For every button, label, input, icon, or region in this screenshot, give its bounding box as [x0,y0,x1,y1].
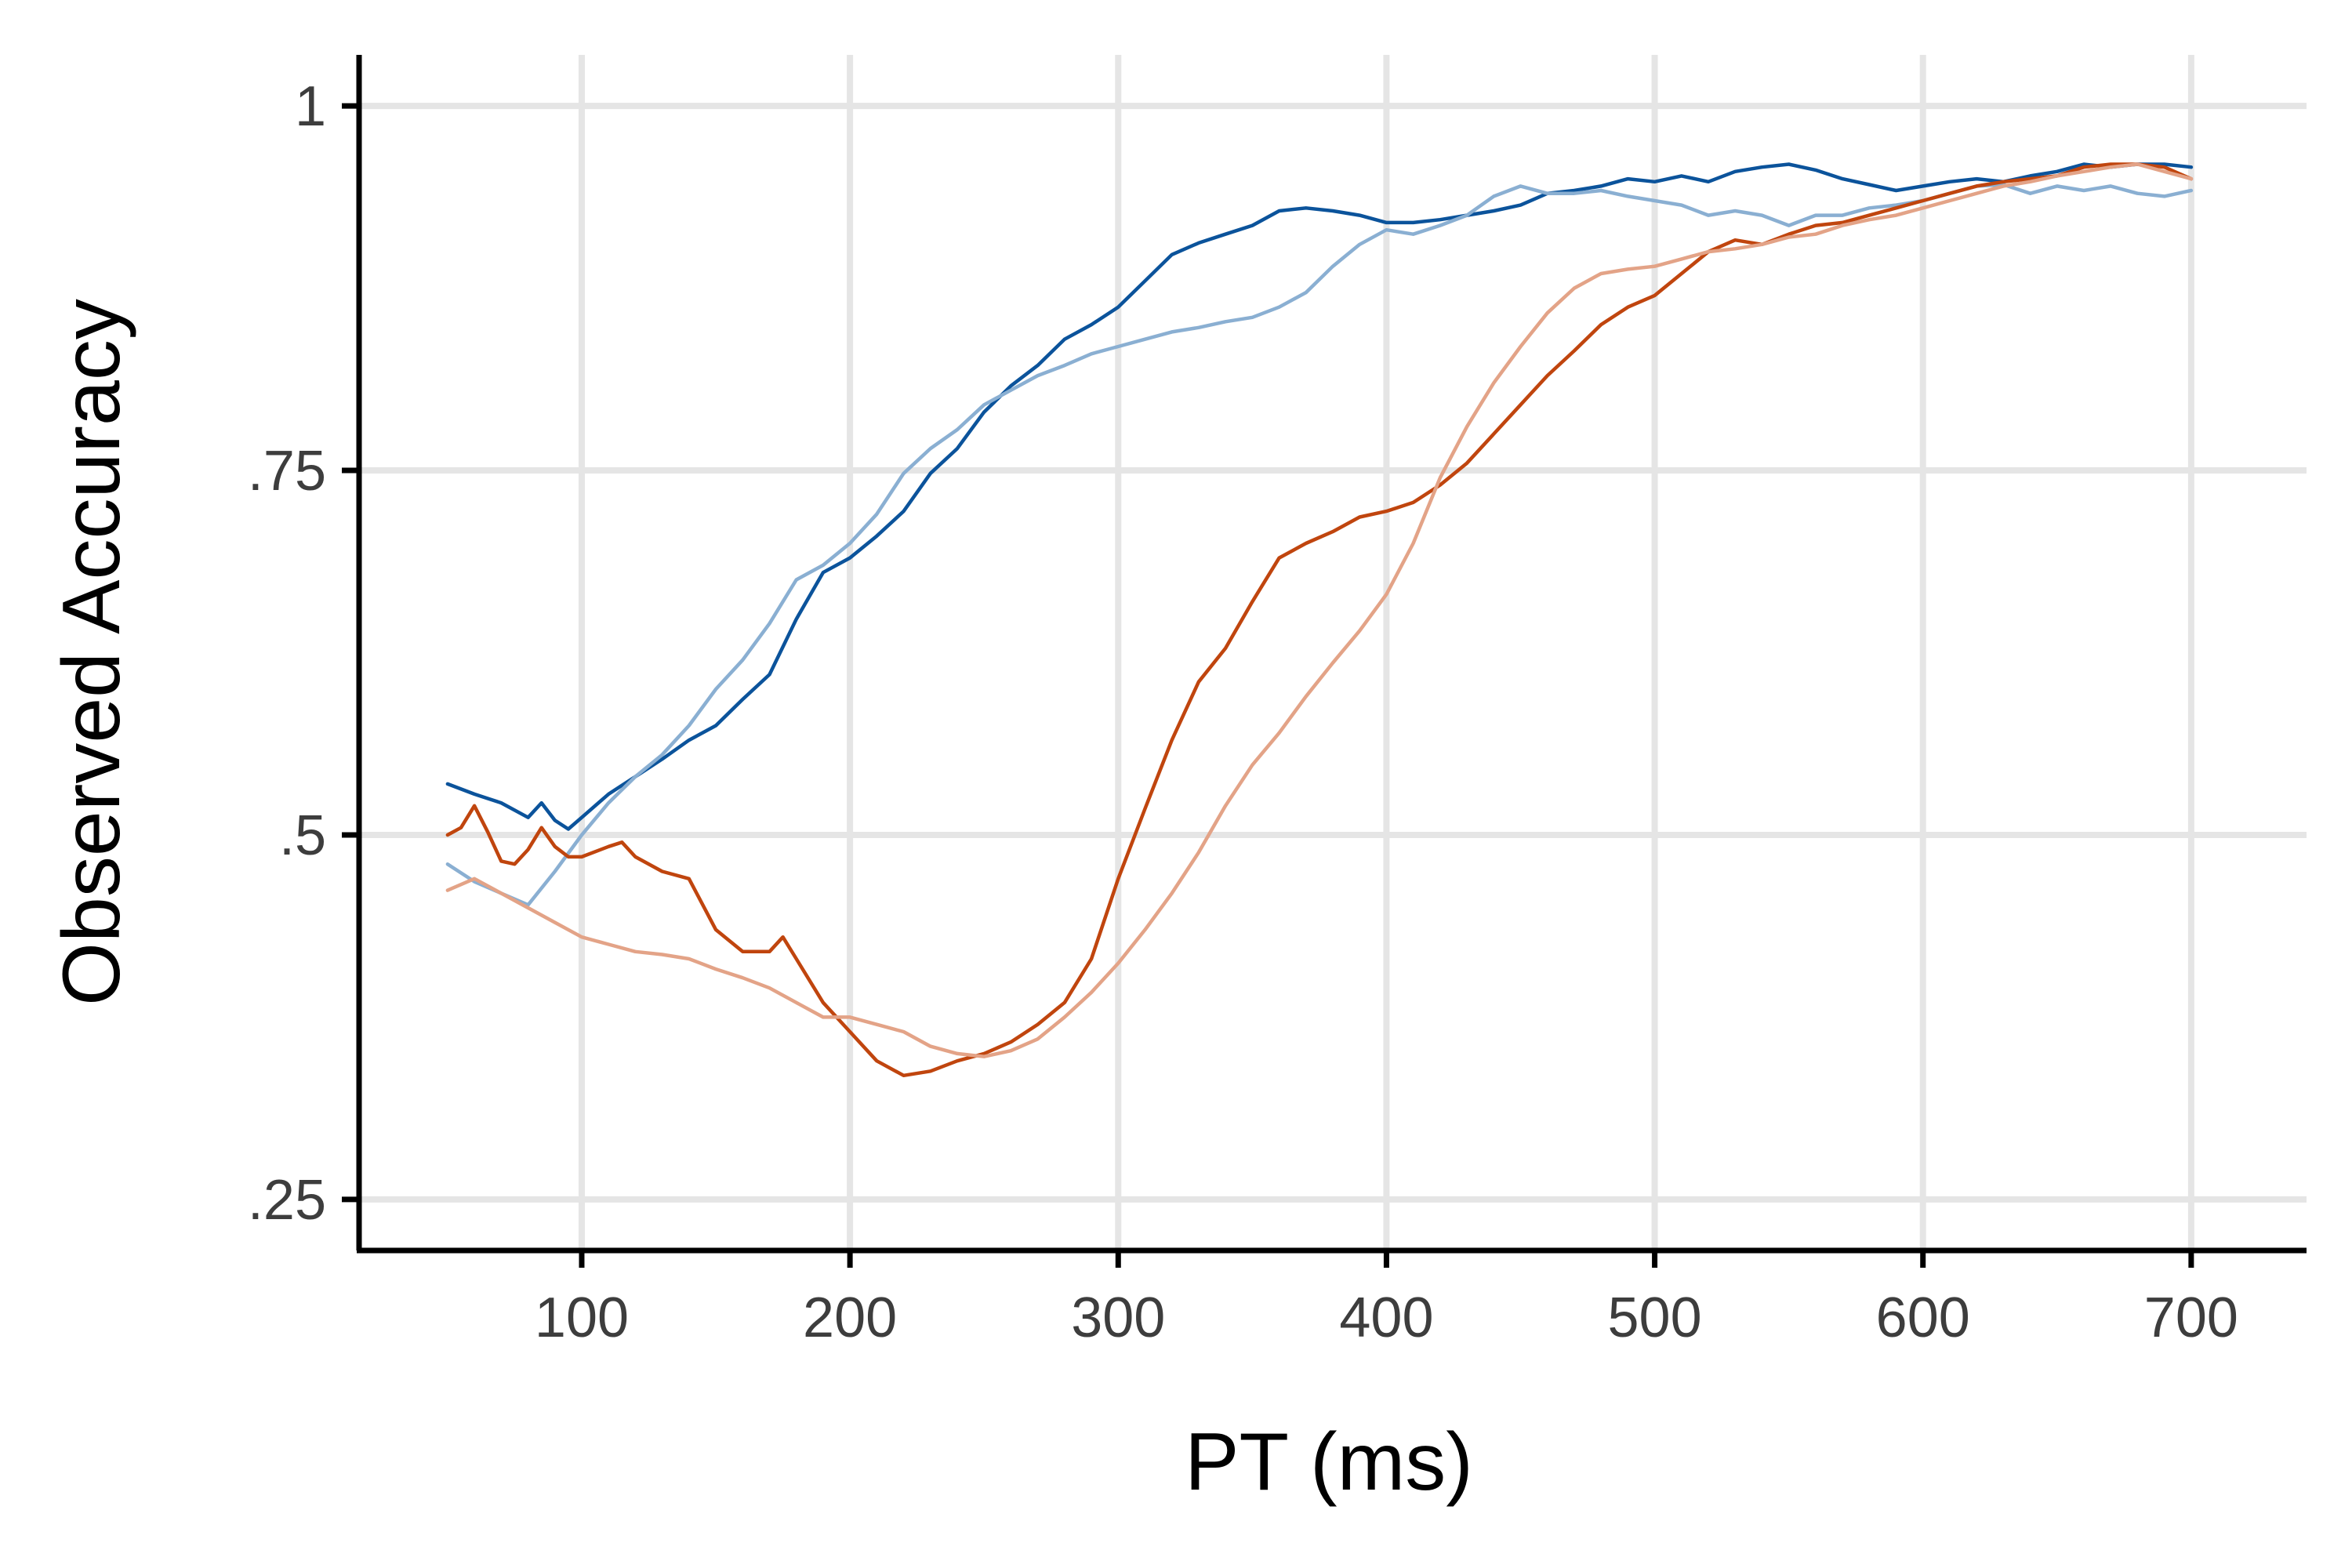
x-tick-label: 700 [2144,1287,2238,1349]
series-line-2 [445,183,2194,907]
series-line-4 [445,162,2194,1058]
x-tick-label: 600 [1876,1287,1970,1349]
tick-labels: 100 200 300 400 500 600 700 .25 .5 .75 1 [248,75,2238,1349]
y-tick-label: 1 [295,75,326,138]
series-line-1 [445,162,2194,831]
x-tick-label: 200 [803,1287,897,1349]
axes [342,55,2307,1268]
x-tick-label: 400 [1339,1287,1433,1349]
y-tick-label: .25 [248,1169,326,1232]
y-tick-label: .5 [279,804,326,867]
x-tick-label: 300 [1071,1287,1165,1349]
series-lines [445,162,2194,1078]
y-axis-title: Observed Accuracy [46,299,137,1006]
gridlines [359,55,2307,1250]
x-tick-label: 100 [535,1287,629,1349]
x-tick-label: 500 [1608,1287,1702,1349]
x-axis-title: PT (ms) [1185,1417,1473,1508]
series-line-3 [445,162,2194,1078]
y-tick-label: .75 [248,440,326,503]
